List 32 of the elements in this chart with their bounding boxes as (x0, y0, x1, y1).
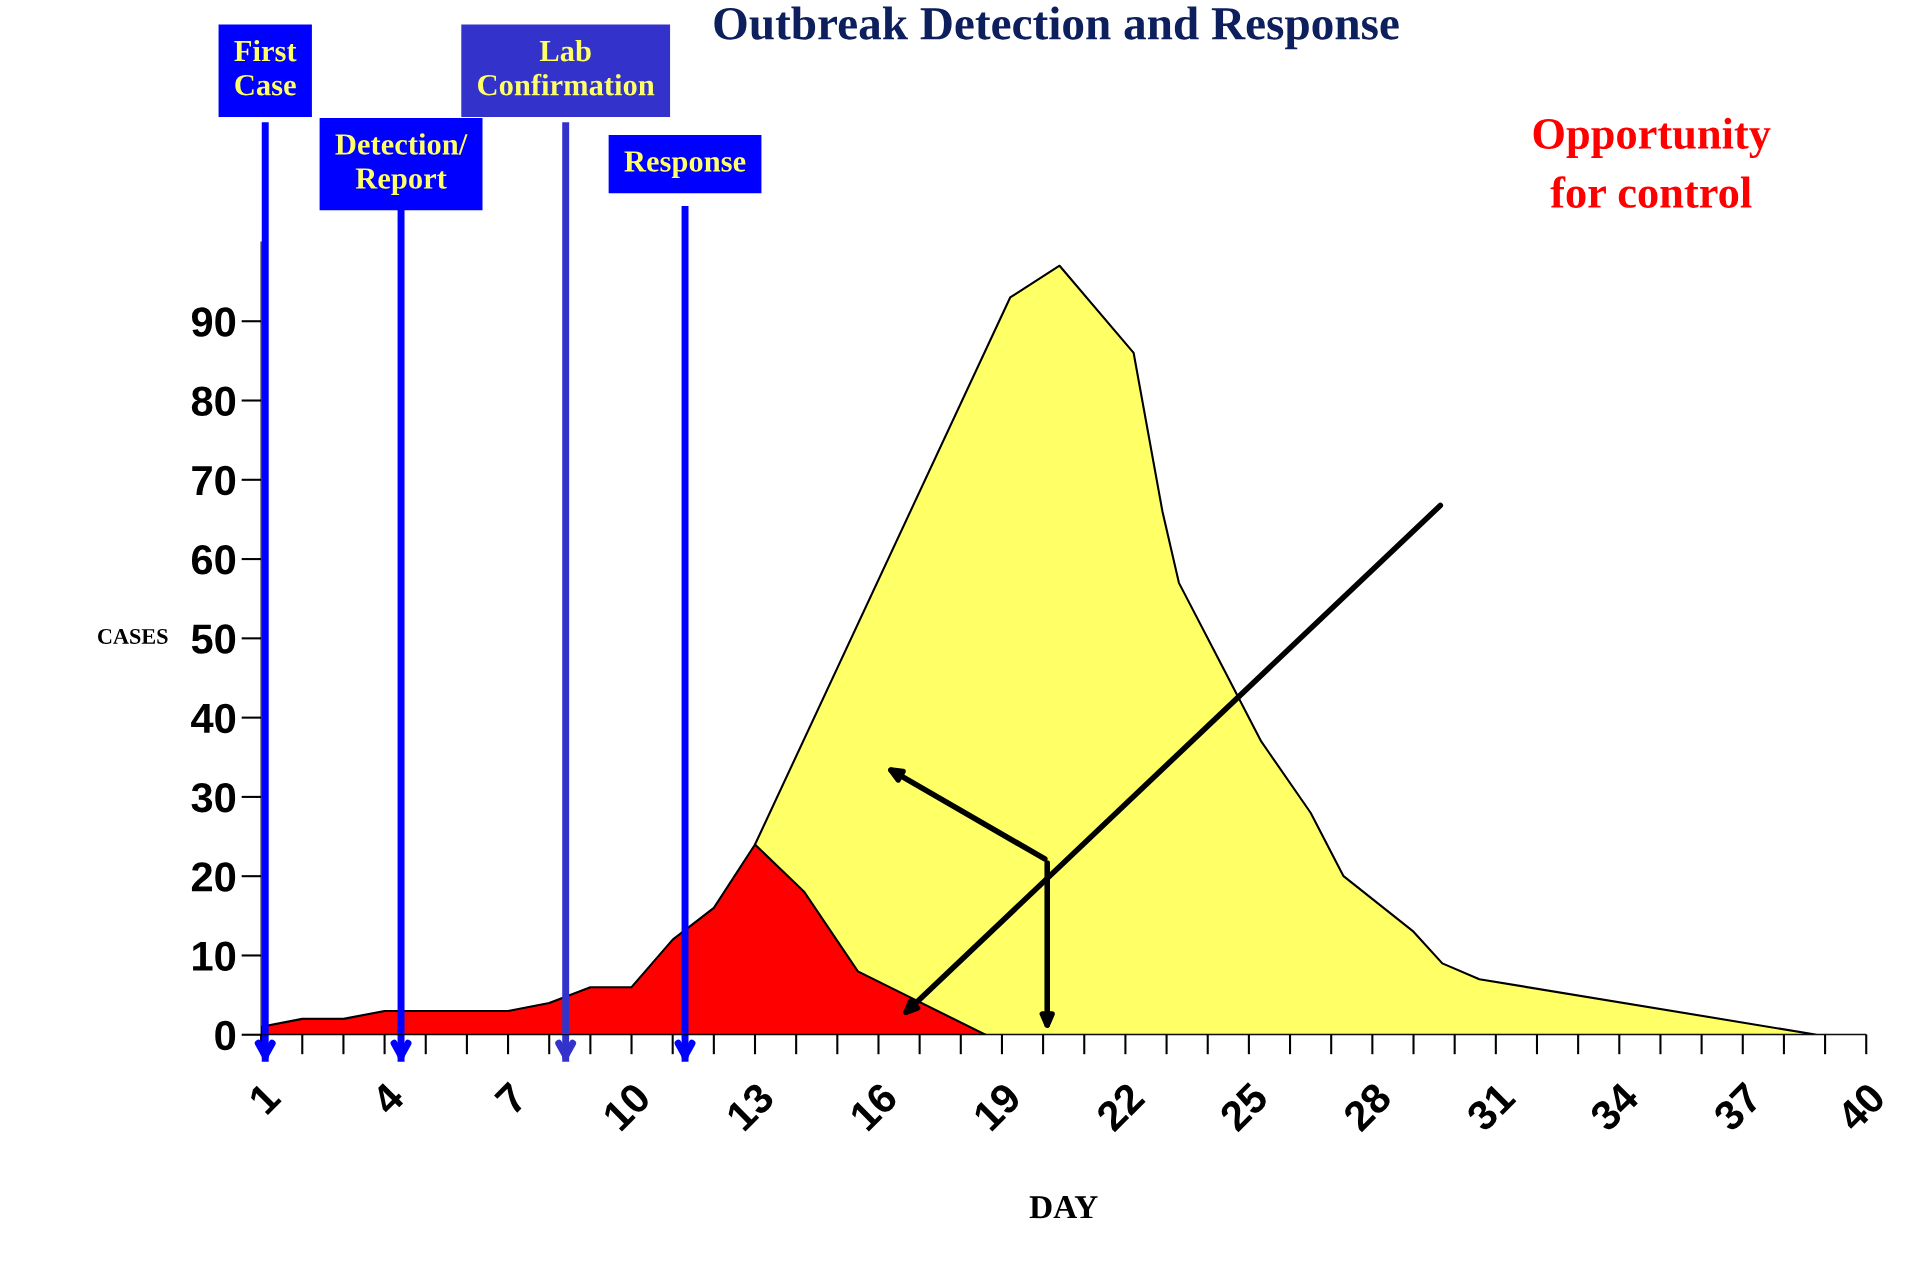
x-tick-label: 40 (1834, 1081, 1887, 1134)
text: Opportunity for control (1533, 117, 1771, 208)
y-tick-label: 50 (191, 624, 236, 654)
ref-line-label: Response (624, 151, 746, 178)
x-tick-label: 1 (247, 1081, 282, 1116)
y-tick-label: 10 (193, 941, 236, 971)
x-tick-label: 13 (724, 1081, 776, 1132)
y-tick-label: 40 (191, 703, 236, 734)
x-tick-label: 31 (1464, 1080, 1517, 1133)
x-tick-label: 10 (601, 1081, 652, 1132)
y-tick-label: 60 (192, 545, 236, 575)
x-tick-label: 34 (1587, 1080, 1641, 1133)
y-tick-label: 80 (191, 386, 236, 417)
x-tick-label: 28 (1341, 1080, 1394, 1133)
x-tick-label: 7 (494, 1081, 529, 1116)
y-tick-label: 30 (191, 782, 236, 813)
y-tick-label: 90 (191, 307, 236, 337)
chart-title: Outbreak Detection and Response (714, 6, 1399, 50)
x-axis-title: DAY (1029, 1196, 1098, 1219)
x-tick-label: 16 (848, 1081, 900, 1132)
ref-line-label: Lab Confirmation (478, 39, 655, 96)
x-tick-label: 22 (1094, 1081, 1146, 1133)
x-tick-label: 19 (971, 1081, 1023, 1132)
ref-line-label: First Case (234, 39, 297, 96)
y-tick-label: 0 (215, 1020, 236, 1051)
y-tick-label: 20 (191, 862, 236, 892)
ref-line-label: Detection/ Report (335, 133, 468, 195)
x-tick-label: 37 (1711, 1081, 1764, 1133)
x-tick-label: 4 (369, 1080, 406, 1117)
y-axis-title: CASES (97, 628, 168, 644)
x-tick-label: 25 (1217, 1080, 1270, 1133)
y-tick-label: 70 (192, 465, 236, 496)
